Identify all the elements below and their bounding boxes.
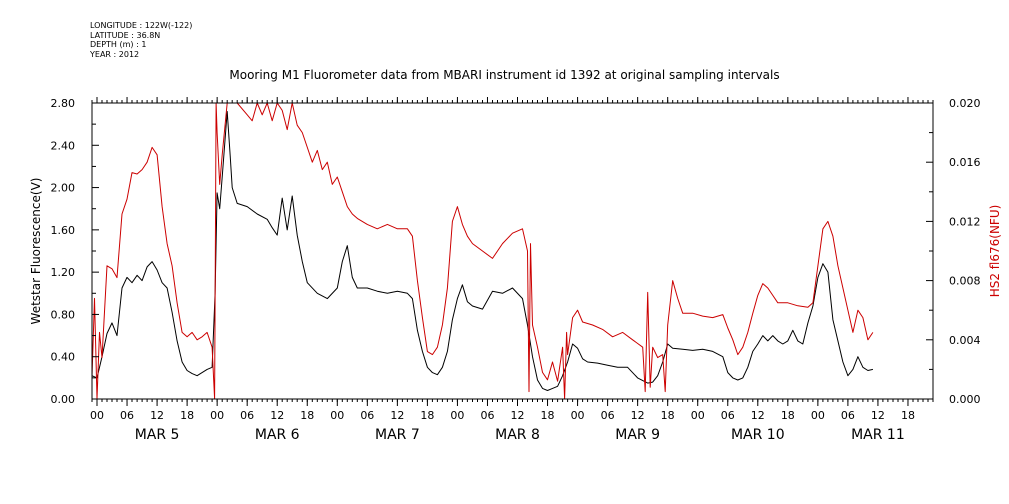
y-left-tick-label: 0.00: [51, 393, 76, 406]
x-tick-label: 12: [751, 409, 765, 422]
y-left-tick-label: 2.80: [51, 97, 76, 110]
x-tick-label: 18: [661, 409, 675, 422]
x-day-label: MAR 10: [731, 427, 785, 443]
x-day-label: MAR 6: [255, 427, 300, 443]
x-tick-label: 00: [811, 409, 825, 422]
y-right-tick-label: 0.008: [949, 275, 981, 288]
x-day-label: MAR 7: [375, 427, 420, 443]
y-right-tick-label: 0.000: [949, 393, 981, 406]
x-tick-label: 06: [841, 409, 855, 422]
x-tick-label: 18: [781, 409, 795, 422]
x-tick-label: 12: [390, 409, 404, 422]
x-day-label: MAR 11: [851, 427, 905, 443]
y-left-tick-label: 1.60: [51, 224, 76, 237]
x-tick-label: 18: [180, 409, 194, 422]
x-tick-label: 06: [240, 409, 254, 422]
x-tick-label: 18: [300, 409, 314, 422]
y-right-tick-label: 0.020: [949, 97, 981, 110]
x-tick-label: 00: [330, 409, 344, 422]
y-left-axis-label: Wetstar Fluorescence(V): [29, 178, 43, 325]
x-tick-label: 12: [871, 409, 885, 422]
x-tick-label: 00: [571, 409, 585, 422]
y-left-tick-label: 0.80: [51, 308, 76, 321]
x-tick-label: 06: [480, 409, 494, 422]
x-tick-label: 06: [601, 409, 615, 422]
x-tick-label: 12: [150, 409, 164, 422]
x-tick-label: 12: [270, 409, 284, 422]
x-tick-label: 18: [541, 409, 555, 422]
x-day-label: MAR 9: [615, 427, 660, 443]
x-tick-label: 12: [631, 409, 645, 422]
x-tick-label: 00: [210, 409, 224, 422]
series-line-wetstar: [91, 111, 874, 391]
meta-latitude: LATITUDE : 36.8N: [90, 30, 161, 40]
x-tick-label: 12: [511, 409, 525, 422]
x-day-label: MAR 8: [495, 427, 540, 443]
x-tick-label: 18: [901, 409, 915, 422]
x-tick-label: 00: [691, 409, 705, 422]
x-tick-label: 18: [420, 409, 434, 422]
y-right-axis-label: HS2 fl676(NFU): [988, 205, 1002, 298]
metadata-block: LONGITUDE : 122W(-122) LATITUDE : 36.8N …: [90, 21, 192, 59]
y-left-tick-label: 1.20: [51, 266, 76, 279]
meta-longitude: LONGITUDE : 122W(-122): [90, 21, 193, 30]
x-tick-label: 06: [120, 409, 134, 422]
y-left-tick-label: 0.40: [51, 351, 76, 364]
x-tick-label: 06: [360, 409, 374, 422]
y-left-tick-label: 2.00: [51, 182, 76, 195]
y-left-tick-label: 2.40: [51, 139, 76, 152]
x-day-label: MAR 5: [135, 427, 180, 443]
meta-year: YEAR : 2012: [90, 49, 140, 59]
meta-depth: DEPTH (m) : 1: [90, 40, 147, 49]
series-line-hs2-fl676: [91, 102, 874, 400]
x-tick-label: 00: [450, 409, 464, 422]
y-right-tick-label: 0.016: [949, 156, 981, 169]
x-tick-label: 06: [721, 409, 735, 422]
y-right-tick-label: 0.012: [949, 215, 981, 228]
chart-title: Mooring M1 Fluorometer data from MBARI i…: [229, 68, 780, 82]
x-tick-label: 00: [90, 409, 104, 422]
y-right-tick-label: 0.004: [949, 334, 981, 347]
